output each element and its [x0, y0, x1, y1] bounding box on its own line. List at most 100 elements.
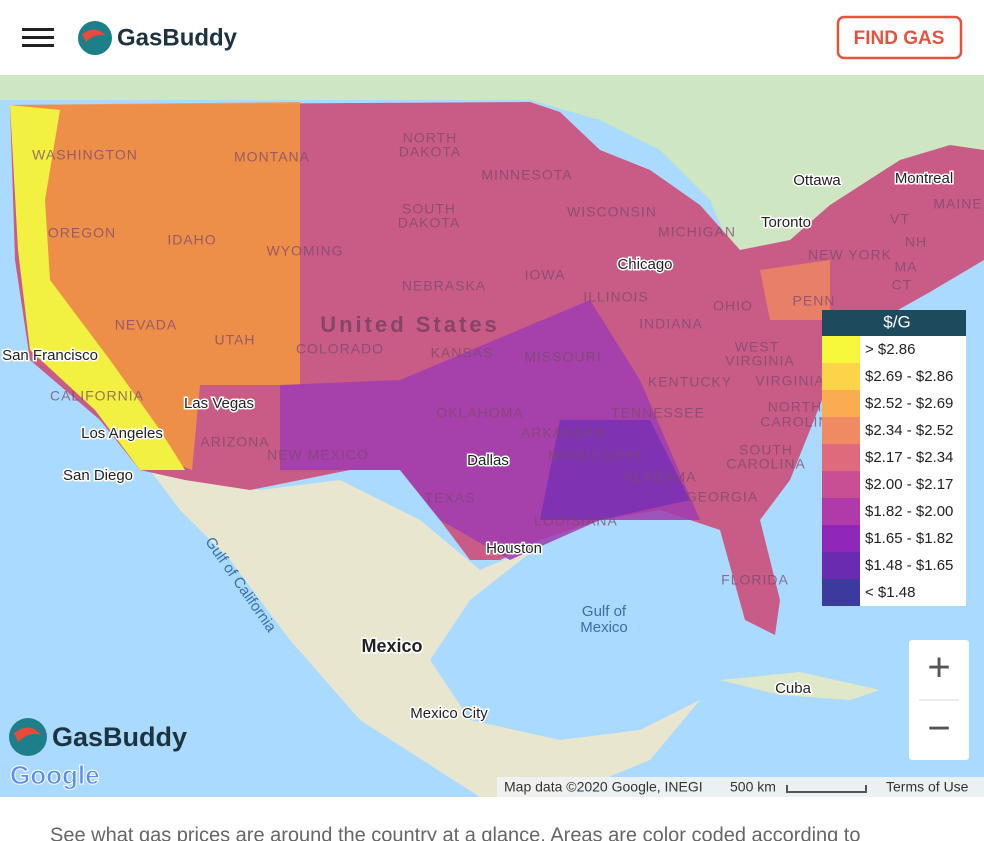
scale-bar: [786, 785, 867, 793]
map-label: MAINE: [933, 196, 982, 212]
map-label: NEBRASKA: [402, 278, 486, 294]
map-label: NORTH: [768, 399, 823, 415]
legend-label: $2.00 - $2.17: [865, 476, 953, 493]
map-label: OREGON: [48, 225, 116, 241]
legend-label: > $2.86: [865, 341, 915, 358]
map-label: San Diego: [63, 467, 133, 484]
legend-label: $1.65 - $1.82: [865, 530, 953, 547]
map: [0, 75, 984, 797]
map-label: KANSAS: [431, 345, 494, 361]
map-label: Montreal: [895, 170, 953, 187]
legend-swatch: [822, 579, 860, 606]
map-label: IOWA: [525, 267, 566, 283]
map-label: MINNESOTA: [481, 167, 572, 183]
map-label: MONTANA: [234, 149, 310, 165]
map-label: WEST: [735, 339, 779, 355]
legend-label: $1.82 - $2.00: [865, 503, 953, 520]
map-label: TENNESSEE: [611, 405, 705, 421]
map-label: ARIZONA: [200, 434, 269, 450]
map-label: NEW YORK: [808, 247, 892, 263]
map-label: WYOMING: [267, 243, 344, 259]
map-label: SOUTH: [402, 201, 456, 217]
map-label: UTAH: [214, 332, 255, 348]
map-label: ILLINOIS: [583, 289, 649, 305]
terms-link[interactable]: Terms of Use: [886, 779, 969, 795]
map-label: NEW MEXICO: [267, 447, 369, 463]
map-label: Ottawa: [793, 172, 841, 189]
map-data: Map data ©2020 Google, INEGI: [504, 779, 703, 795]
map-label: KENTUCKY: [648, 374, 732, 390]
map-label: Dallas: [467, 452, 509, 469]
intro-text: See what gas prices are around the count…: [50, 824, 861, 841]
legend-swatch: [822, 498, 860, 525]
map-label: COLORADO: [296, 341, 384, 357]
legend: $/G > $2.86 $2.69 - $2.86 $2.52 - $2.69 $2.…: [822, 310, 966, 606]
map-label: Los Angeles: [81, 425, 163, 442]
map-label: Chicago: [617, 256, 672, 273]
legend-swatch: [822, 336, 860, 363]
legend-title: $/G: [883, 312, 910, 331]
map-label: CT: [892, 277, 913, 293]
map-label: OKLAHOMA: [436, 405, 523, 421]
map-label: MICHIGAN: [658, 224, 736, 240]
legend-label: $2.34 - $2.52: [865, 422, 953, 439]
map-label: OHIO: [713, 298, 753, 314]
map-label: PENN: [793, 293, 836, 309]
map-label: TEXAS: [425, 490, 476, 506]
map-label: MISSISSIPPI: [548, 448, 642, 464]
map-label: IDAHO: [167, 232, 216, 248]
menu-button[interactable]: [22, 28, 54, 47]
find-gas-label[interactable]: FIND GAS: [854, 28, 945, 49]
legend-label: $2.17 - $2.34: [865, 449, 953, 466]
map-label: VIRGINIA: [755, 373, 824, 389]
map-label: WASHINGTON: [32, 147, 138, 163]
map-label: Toronto: [761, 214, 811, 231]
legend-label: $2.69 - $2.86: [865, 368, 953, 385]
map-label: NEVADA: [115, 317, 178, 333]
scale-label: 500 km: [730, 779, 776, 795]
logo-icon: [78, 21, 112, 55]
legend-swatch: [822, 471, 860, 498]
map-label: CAROLINA: [760, 414, 840, 430]
map-label: ALABAMA: [623, 469, 696, 485]
brand: GasBuddy: [117, 24, 238, 51]
map-label: CALIFORNIA: [50, 388, 144, 404]
map-label: Mexico City: [410, 705, 488, 722]
map-label: Mexico: [580, 619, 628, 636]
map-label: LOUISIANA: [534, 513, 618, 529]
legend-label: $1.48 - $1.65: [865, 557, 953, 574]
zoom-control: + −: [909, 640, 969, 760]
map-label: VT: [890, 211, 910, 227]
legend-swatch: [822, 390, 860, 417]
map-label: VIRGINIA: [725, 353, 794, 369]
map-label: GEORGIA: [686, 489, 758, 505]
map-label: INDIANA: [639, 316, 703, 332]
legend-label: < $1.48: [865, 584, 915, 601]
map-label: San Francisco: [2, 347, 98, 364]
header: [0, 0, 984, 75]
map-label: ARKANSAS: [521, 425, 605, 441]
map-label: Cuba: [775, 680, 812, 697]
legend-swatch: [822, 525, 860, 552]
google-logo: Google: [10, 760, 100, 790]
legend-swatch: [822, 552, 860, 579]
map-label: MISSOURI: [524, 349, 601, 365]
legend-swatch: [822, 444, 860, 471]
legend-swatch: [822, 363, 860, 390]
find-gas-button[interactable]: [836, 15, 963, 60]
map-logo: GasBuddy: [52, 722, 187, 752]
map-label: MA: [895, 259, 918, 275]
zoom-out[interactable]: −: [927, 707, 950, 751]
map-label: Houston: [486, 540, 542, 557]
zoom-in[interactable]: +: [927, 646, 950, 690]
map-label: WISCONSIN: [567, 204, 657, 220]
map-label: FLORIDA: [721, 572, 789, 588]
map-label: DAKOTA: [399, 144, 462, 160]
map-logo-icon: [9, 718, 47, 756]
map-label: NORTH: [403, 130, 458, 146]
legend-label: $2.52 - $2.69: [865, 395, 953, 412]
map-label: CAROLINA: [726, 456, 806, 472]
map-label: NH: [905, 234, 927, 250]
